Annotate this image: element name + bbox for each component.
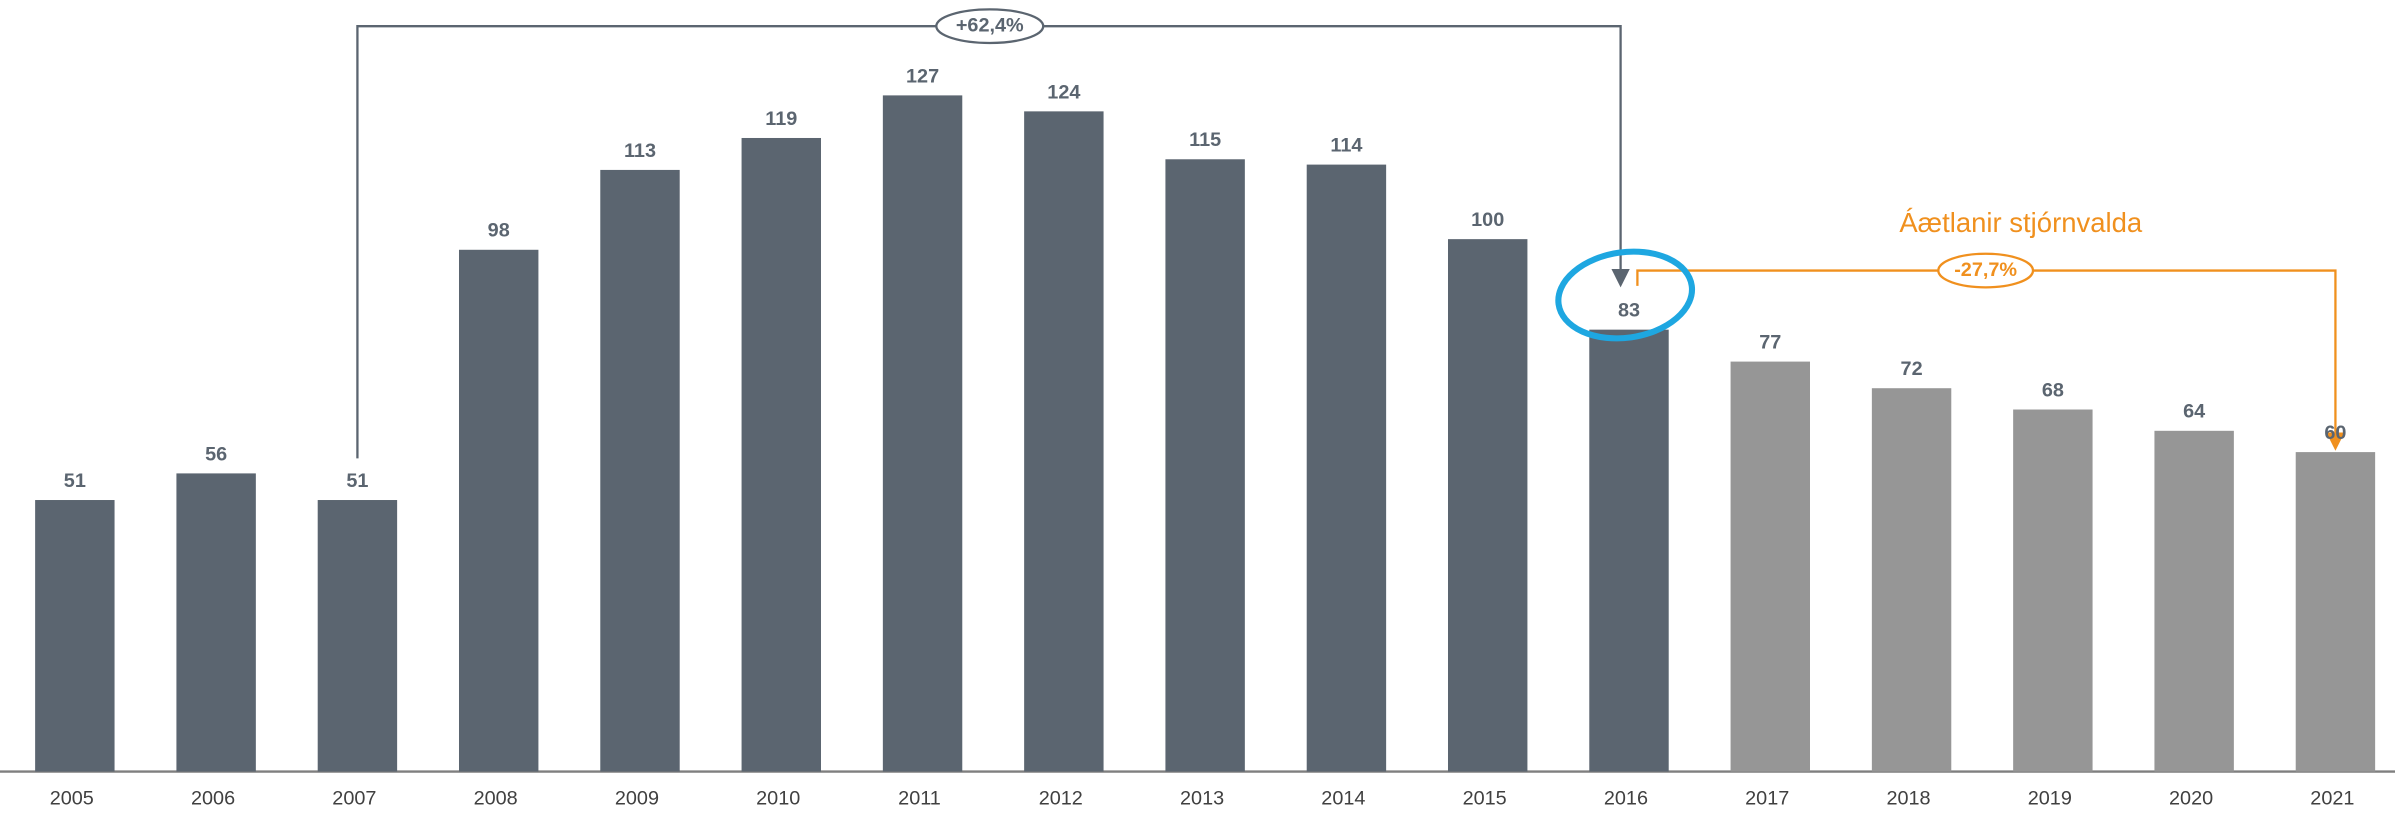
x-tick-label: 2012 xyxy=(1039,787,1083,809)
value-label: 115 xyxy=(1189,129,1221,151)
arrow-head xyxy=(2326,432,2345,451)
bar xyxy=(2295,452,2376,772)
value-label: 51 xyxy=(346,470,368,492)
bar xyxy=(600,169,680,772)
value-label: 72 xyxy=(1901,358,1923,380)
bar xyxy=(176,473,256,772)
x-tick-label: 2014 xyxy=(1321,787,1365,809)
value-label: 68 xyxy=(2042,379,2064,401)
x-tick-label: 2015 xyxy=(1463,787,1507,809)
x-tick-label: 2011 xyxy=(898,787,941,809)
bar xyxy=(2013,409,2093,772)
x-tick-label: 2019 xyxy=(2028,787,2072,809)
bar xyxy=(1589,329,1669,772)
x-tick-label: 2008 xyxy=(474,787,518,809)
value-label: 98 xyxy=(488,220,510,242)
x-tick-label: 2009 xyxy=(615,787,659,809)
value-label: 83 xyxy=(1618,300,1640,322)
value-label: 60 xyxy=(2324,422,2346,444)
bar xyxy=(882,95,963,772)
x-tick-label: 2010 xyxy=(756,787,800,809)
value-label: 113 xyxy=(624,140,656,162)
bar xyxy=(35,500,115,772)
annotation-bubble xyxy=(935,8,1045,45)
x-tick-label: 2013 xyxy=(1180,787,1224,809)
value-label: 64 xyxy=(2183,401,2205,423)
value-label: 77 xyxy=(1759,332,1781,354)
value-label: 100 xyxy=(1471,209,1504,231)
x-tick-label: 2016 xyxy=(1604,787,1648,809)
x-tick-label: 2020 xyxy=(2169,787,2213,809)
bar xyxy=(1871,388,1952,772)
bar xyxy=(2154,430,2234,772)
annotation: -27,7% xyxy=(1954,259,2017,281)
annotation-bubble xyxy=(1937,252,2035,289)
x-tick-label: 2021 xyxy=(2310,787,2354,809)
value-label: 124 xyxy=(1047,81,1080,103)
annotation: +62,4% xyxy=(956,14,1024,36)
x-tick-label: 2018 xyxy=(1886,787,1930,809)
x-tick-label: 2007 xyxy=(332,787,376,809)
forecast-label: Áætlanir stjórnvalda xyxy=(1899,207,2143,238)
value-label: 127 xyxy=(906,65,939,87)
bar xyxy=(458,249,539,772)
growth-bracket xyxy=(356,25,1622,459)
arrow-head xyxy=(1611,269,1630,288)
bar xyxy=(1024,111,1104,772)
value-label: 119 xyxy=(765,108,797,130)
bar xyxy=(1447,239,1528,772)
value-label: 51 xyxy=(64,470,86,492)
bar xyxy=(1165,159,1245,772)
value-label: 56 xyxy=(205,443,227,465)
bar xyxy=(741,137,821,772)
bar xyxy=(1730,361,1810,772)
x-tick-label: 2017 xyxy=(1745,787,1789,809)
x-tick-label: 2006 xyxy=(191,787,235,809)
value-label: 114 xyxy=(1330,135,1362,157)
x-tick-label: 2005 xyxy=(50,787,94,809)
bar xyxy=(317,500,398,772)
highlight-circle xyxy=(1555,248,1696,342)
bar xyxy=(1306,164,1387,772)
